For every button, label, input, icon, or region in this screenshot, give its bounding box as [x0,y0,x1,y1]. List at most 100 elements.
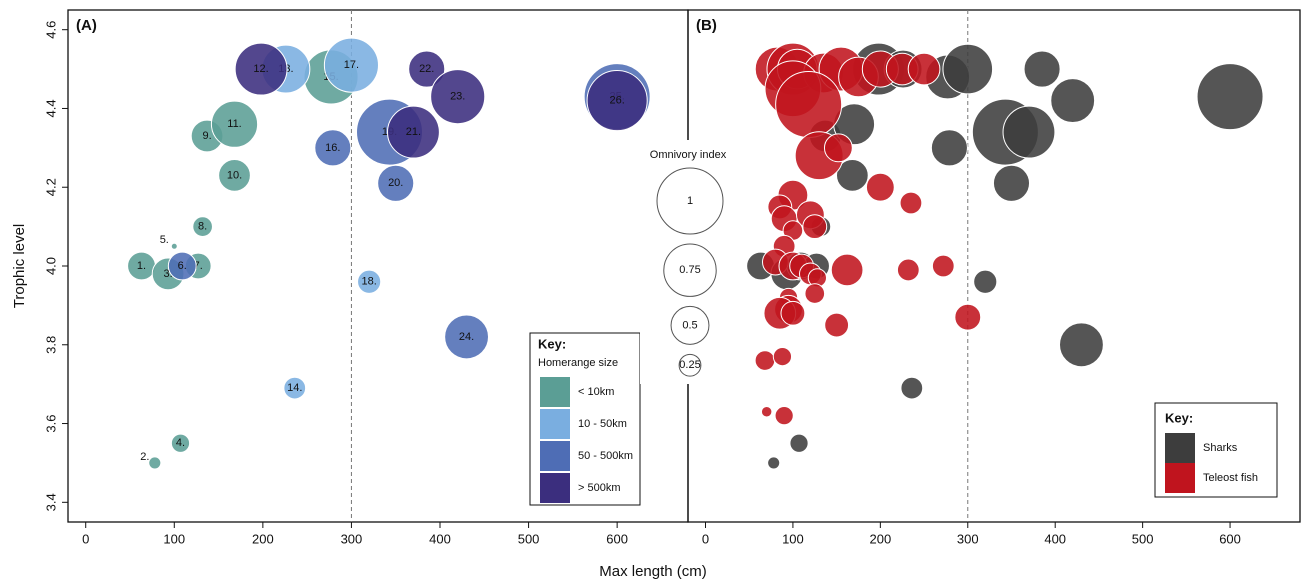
data-point [804,283,826,304]
point-label: 24. [459,331,474,343]
data-point [942,43,994,95]
data-point [430,69,486,125]
point-label: 12. [253,63,268,75]
point-label: 22. [419,63,434,75]
data-point [992,164,1031,202]
size-legend-label: 1 [687,195,693,207]
data-point [930,129,968,167]
legend-label: < 10km [578,386,614,398]
size-legend-circle [670,305,710,345]
point-label: 1. [137,260,146,272]
data-point [899,191,923,215]
data-point [218,159,251,192]
point-label: 9. [202,130,211,142]
panel-label: (A) [76,17,97,34]
legend-title: Key: [538,336,566,351]
point-label: 6. [178,260,187,272]
legend-subtitle: Homerange size [538,357,618,369]
data-point [824,312,850,338]
y-tick-label: 4.0 [43,257,58,275]
x-tick-label: 100 [163,531,185,546]
data-point [167,251,197,281]
point-label: 8. [198,221,207,233]
data-point [323,37,379,93]
data-point [789,433,809,453]
y-tick-label: 3.4 [43,493,58,511]
data-point [865,172,895,202]
data-point [377,164,415,202]
y-tick-label: 4.2 [43,178,58,196]
data-point [760,405,773,418]
point-label: 2. [140,451,149,463]
x-tick-label: 300 [957,531,979,546]
data-point [907,52,941,86]
point-label: 5. [160,234,169,246]
point-label: 4. [176,437,185,449]
data-point [1196,63,1264,131]
legend-label: 50 - 500km [578,450,633,462]
y-tick-label: 3.8 [43,336,58,354]
x-axis-label: Max length (cm) [599,563,707,580]
x-tick-label: 200 [869,531,891,546]
point-label: 20. [388,177,403,189]
y-tick-label: 4.4 [43,99,58,117]
point-label: 26. [609,94,624,106]
point-label: 11. [227,118,241,130]
data-point [754,350,776,371]
size-legend-circle [656,167,724,235]
x-tick-label: 600 [606,531,628,546]
legend-swatch [1165,433,1195,463]
size-legend-title: Omnivory index [650,149,727,161]
point-label: 10. [227,169,242,181]
point-label: 21. [406,126,421,138]
data-point [954,303,982,331]
size-legend-label: 0.25 [679,359,700,371]
legend-swatch [540,377,570,407]
legend-label: 10 - 50km [578,418,627,430]
x-tick-label: 400 [1044,531,1066,546]
data-point [1023,50,1061,88]
data-point [774,406,794,426]
data-point [772,346,793,367]
data-point [830,253,864,287]
x-tick-label: 300 [341,531,363,546]
legend-label: > 500km [578,482,621,494]
data-point [900,376,924,400]
y-tick-label: 4.6 [43,21,58,39]
y-axis-label: Trophic level [11,224,28,308]
data-point [148,456,162,470]
data-point [210,100,259,148]
size-legend-label: 0.75 [679,264,700,276]
legend-label: Teleost fish [1203,472,1258,484]
data-point [775,71,843,139]
data-point [931,254,955,278]
point-label: 16. [325,142,340,154]
point-label: 3. [163,268,172,280]
data-point [586,70,648,132]
data-point [1050,78,1096,124]
x-tick-label: 500 [1132,531,1154,546]
point-label: 18. [361,276,376,288]
legend-title: Key: [1165,410,1193,425]
data-point [973,269,998,294]
panel-label: (B) [696,17,717,34]
data-point [836,159,869,192]
legend-swatch [1165,463,1195,493]
point-label: 14. [287,382,302,394]
data-point [314,129,352,167]
data-point [444,314,490,360]
x-tick-label: 0 [82,531,89,546]
data-point [802,214,828,240]
point-label: 7. [194,260,203,272]
legend-swatch [540,473,570,503]
x-tick-label: 0 [702,531,709,546]
data-point [192,216,213,237]
data-point [170,242,178,250]
x-tick-label: 600 [1219,531,1241,546]
y-tick-label: 3.6 [43,414,58,432]
data-point [780,300,806,326]
size-legend-label: 0.5 [682,319,697,331]
data-point [767,456,781,470]
data-point [170,433,191,453]
